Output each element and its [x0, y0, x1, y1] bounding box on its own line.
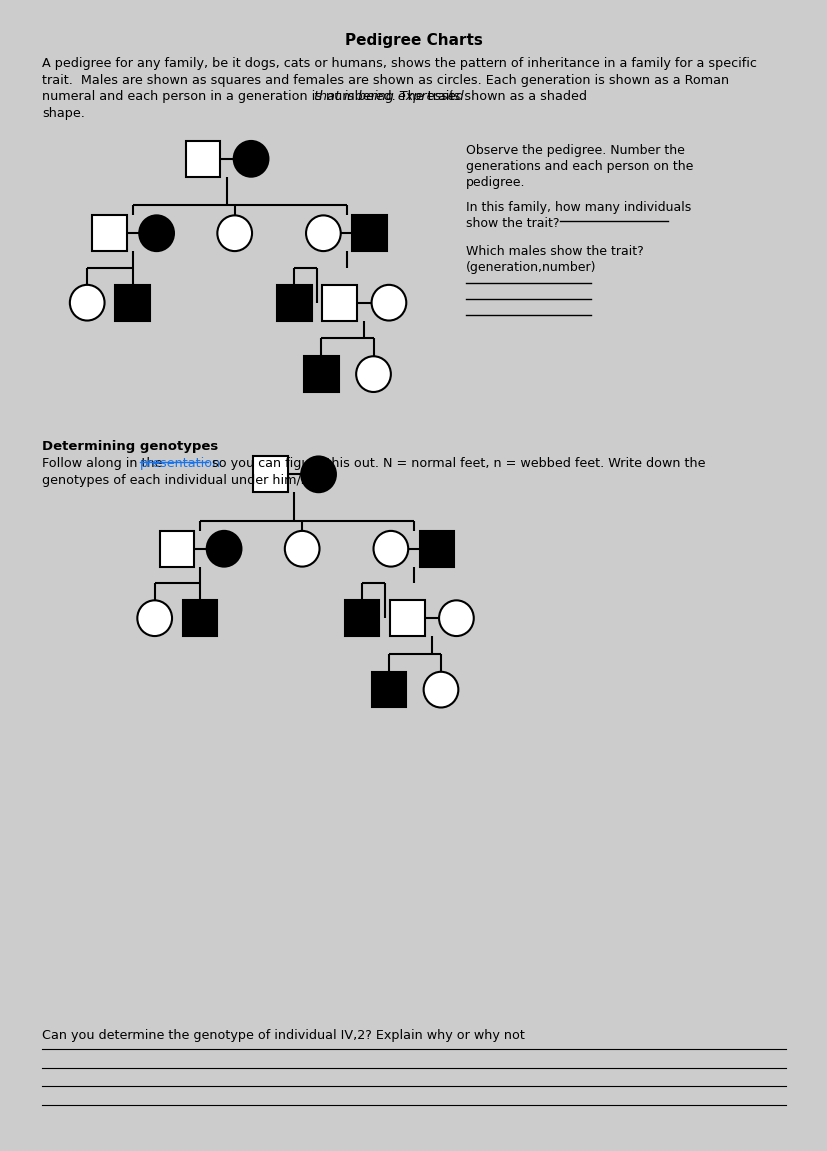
- Text: trait.  Males are shown as squares and females are shown as circles. Each genera: trait. Males are shown as squares and fe…: [42, 74, 728, 86]
- Circle shape: [301, 457, 336, 493]
- Bar: [344, 601, 379, 637]
- Text: A pedigree for any family, be it dogs, cats or humans, shows the pattern of inhe: A pedigree for any family, be it dogs, c…: [42, 56, 756, 69]
- Text: is shown as a shaded: is shown as a shaded: [445, 91, 586, 104]
- Text: (generation,number): (generation,number): [466, 261, 595, 274]
- Text: Observe the pedigree. Number the: Observe the pedigree. Number the: [466, 144, 684, 157]
- Bar: [160, 531, 194, 566]
- Bar: [183, 601, 217, 637]
- Text: numeral and each person in a generation is numbered. The trait: numeral and each person in a generation …: [42, 91, 457, 104]
- Text: Follow along in the: Follow along in the: [42, 457, 166, 471]
- Bar: [371, 672, 406, 708]
- Bar: [253, 457, 287, 493]
- Text: show the trait?: show the trait?: [466, 218, 559, 230]
- Text: generations and each person on the: generations and each person on the: [466, 160, 692, 173]
- Text: pedigree.: pedigree.: [466, 176, 525, 189]
- Bar: [304, 357, 338, 392]
- Circle shape: [438, 601, 473, 637]
- Text: shape.: shape.: [42, 107, 84, 120]
- Circle shape: [423, 672, 458, 708]
- Circle shape: [137, 601, 172, 637]
- Circle shape: [373, 531, 408, 566]
- Bar: [390, 601, 424, 637]
- Text: Pedigree Charts: Pedigree Charts: [345, 33, 482, 48]
- Bar: [185, 140, 220, 177]
- Text: that is being expressed: that is being expressed: [313, 91, 463, 104]
- Text: Can you determine the genotype of individual IV,2? Explain why or why not: Can you determine the genotype of indivi…: [42, 1029, 524, 1042]
- Bar: [277, 284, 312, 320]
- Circle shape: [356, 357, 390, 392]
- Text: Which males show the trait?: Which males show the trait?: [466, 245, 643, 258]
- Circle shape: [371, 284, 406, 320]
- Text: so you can figure this out. N = normal feet, n = webbed feet. Write down the: so you can figure this out. N = normal f…: [208, 457, 705, 471]
- Circle shape: [207, 531, 241, 566]
- Circle shape: [139, 215, 174, 251]
- Circle shape: [69, 284, 104, 320]
- Circle shape: [233, 140, 268, 177]
- Text: In this family, how many individuals: In this family, how many individuals: [466, 201, 691, 214]
- Bar: [92, 215, 127, 251]
- Circle shape: [306, 215, 341, 251]
- Text: presentation: presentation: [140, 457, 221, 471]
- Text: Determining genotypes: Determining genotypes: [42, 440, 218, 452]
- Bar: [351, 215, 386, 251]
- Bar: [115, 284, 150, 320]
- Text: genotypes of each individual under him/her.: genotypes of each individual under him/h…: [42, 474, 324, 487]
- Bar: [419, 531, 454, 566]
- Circle shape: [284, 531, 319, 566]
- Bar: [322, 284, 356, 320]
- Circle shape: [217, 215, 251, 251]
